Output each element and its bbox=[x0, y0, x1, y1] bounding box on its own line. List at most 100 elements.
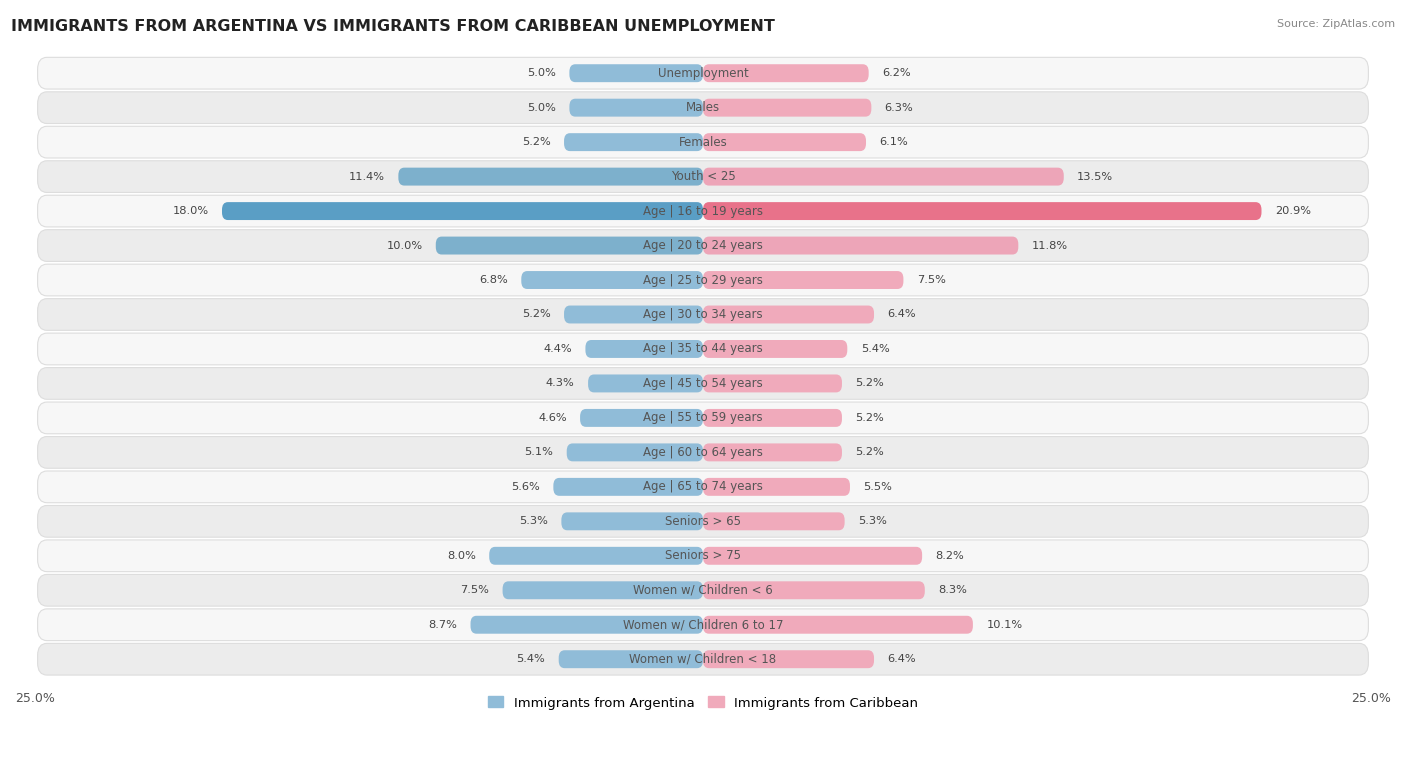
FancyBboxPatch shape bbox=[703, 202, 1261, 220]
FancyBboxPatch shape bbox=[703, 547, 922, 565]
Text: 5.6%: 5.6% bbox=[512, 482, 540, 492]
Text: 5.4%: 5.4% bbox=[860, 344, 890, 354]
FancyBboxPatch shape bbox=[567, 444, 703, 461]
Text: 5.3%: 5.3% bbox=[519, 516, 548, 526]
FancyBboxPatch shape bbox=[588, 375, 703, 392]
FancyBboxPatch shape bbox=[703, 650, 875, 668]
FancyBboxPatch shape bbox=[38, 58, 1368, 89]
FancyBboxPatch shape bbox=[703, 133, 866, 151]
FancyBboxPatch shape bbox=[38, 609, 1368, 640]
Text: Females: Females bbox=[679, 136, 727, 148]
Text: Age | 65 to 74 years: Age | 65 to 74 years bbox=[643, 481, 763, 494]
FancyBboxPatch shape bbox=[38, 368, 1368, 399]
FancyBboxPatch shape bbox=[703, 64, 869, 83]
FancyBboxPatch shape bbox=[38, 506, 1368, 537]
Text: Youth < 25: Youth < 25 bbox=[671, 170, 735, 183]
Text: Seniors > 65: Seniors > 65 bbox=[665, 515, 741, 528]
Text: 5.1%: 5.1% bbox=[524, 447, 554, 457]
Text: IMMIGRANTS FROM ARGENTINA VS IMMIGRANTS FROM CARIBBEAN UNEMPLOYMENT: IMMIGRANTS FROM ARGENTINA VS IMMIGRANTS … bbox=[11, 19, 775, 34]
Text: 6.3%: 6.3% bbox=[884, 103, 914, 113]
Text: 6.4%: 6.4% bbox=[887, 310, 917, 319]
Text: Age | 45 to 54 years: Age | 45 to 54 years bbox=[643, 377, 763, 390]
FancyBboxPatch shape bbox=[569, 98, 703, 117]
Text: 6.8%: 6.8% bbox=[479, 275, 508, 285]
Text: 6.4%: 6.4% bbox=[887, 654, 917, 664]
FancyBboxPatch shape bbox=[471, 615, 703, 634]
Text: 10.1%: 10.1% bbox=[986, 620, 1022, 630]
FancyBboxPatch shape bbox=[38, 229, 1368, 261]
Text: Age | 20 to 24 years: Age | 20 to 24 years bbox=[643, 239, 763, 252]
FancyBboxPatch shape bbox=[38, 333, 1368, 365]
FancyBboxPatch shape bbox=[703, 375, 842, 392]
Text: 5.4%: 5.4% bbox=[516, 654, 546, 664]
Text: 13.5%: 13.5% bbox=[1077, 172, 1114, 182]
Text: 7.5%: 7.5% bbox=[460, 585, 489, 595]
Text: 4.6%: 4.6% bbox=[538, 413, 567, 423]
FancyBboxPatch shape bbox=[703, 478, 851, 496]
Text: Women w/ Children < 18: Women w/ Children < 18 bbox=[630, 653, 776, 665]
Legend: Immigrants from Argentina, Immigrants from Caribbean: Immigrants from Argentina, Immigrants fr… bbox=[482, 691, 924, 715]
Text: 5.0%: 5.0% bbox=[527, 103, 555, 113]
Text: 7.5%: 7.5% bbox=[917, 275, 946, 285]
Text: 5.2%: 5.2% bbox=[522, 137, 551, 147]
Text: 4.4%: 4.4% bbox=[544, 344, 572, 354]
FancyBboxPatch shape bbox=[222, 202, 703, 220]
FancyBboxPatch shape bbox=[38, 402, 1368, 434]
Text: 11.8%: 11.8% bbox=[1032, 241, 1067, 251]
FancyBboxPatch shape bbox=[38, 126, 1368, 158]
Text: Age | 25 to 29 years: Age | 25 to 29 years bbox=[643, 273, 763, 287]
Text: 5.2%: 5.2% bbox=[855, 413, 884, 423]
Text: Males: Males bbox=[686, 101, 720, 114]
Text: 8.2%: 8.2% bbox=[935, 551, 965, 561]
FancyBboxPatch shape bbox=[38, 160, 1368, 192]
FancyBboxPatch shape bbox=[38, 437, 1368, 469]
Text: Age | 16 to 19 years: Age | 16 to 19 years bbox=[643, 204, 763, 217]
FancyBboxPatch shape bbox=[522, 271, 703, 289]
FancyBboxPatch shape bbox=[581, 409, 703, 427]
FancyBboxPatch shape bbox=[703, 444, 842, 461]
Text: 4.3%: 4.3% bbox=[546, 378, 575, 388]
FancyBboxPatch shape bbox=[585, 340, 703, 358]
FancyBboxPatch shape bbox=[38, 299, 1368, 330]
Text: Source: ZipAtlas.com: Source: ZipAtlas.com bbox=[1277, 19, 1395, 29]
FancyBboxPatch shape bbox=[436, 237, 703, 254]
FancyBboxPatch shape bbox=[502, 581, 703, 600]
Text: 10.0%: 10.0% bbox=[387, 241, 422, 251]
FancyBboxPatch shape bbox=[703, 306, 875, 323]
FancyBboxPatch shape bbox=[703, 271, 904, 289]
Text: Age | 55 to 59 years: Age | 55 to 59 years bbox=[643, 411, 763, 425]
Text: 20.9%: 20.9% bbox=[1275, 206, 1310, 216]
FancyBboxPatch shape bbox=[38, 575, 1368, 606]
FancyBboxPatch shape bbox=[38, 264, 1368, 296]
Text: 11.4%: 11.4% bbox=[349, 172, 385, 182]
Text: 5.5%: 5.5% bbox=[863, 482, 893, 492]
Text: 5.3%: 5.3% bbox=[858, 516, 887, 526]
Text: Seniors > 75: Seniors > 75 bbox=[665, 550, 741, 562]
Text: 6.2%: 6.2% bbox=[882, 68, 911, 78]
FancyBboxPatch shape bbox=[554, 478, 703, 496]
Text: 6.1%: 6.1% bbox=[879, 137, 908, 147]
FancyBboxPatch shape bbox=[398, 167, 703, 185]
Text: 8.0%: 8.0% bbox=[447, 551, 475, 561]
FancyBboxPatch shape bbox=[38, 195, 1368, 227]
FancyBboxPatch shape bbox=[38, 92, 1368, 123]
Text: 18.0%: 18.0% bbox=[173, 206, 208, 216]
FancyBboxPatch shape bbox=[558, 650, 703, 668]
FancyBboxPatch shape bbox=[703, 98, 872, 117]
FancyBboxPatch shape bbox=[569, 64, 703, 83]
FancyBboxPatch shape bbox=[38, 540, 1368, 572]
FancyBboxPatch shape bbox=[703, 512, 845, 531]
FancyBboxPatch shape bbox=[564, 133, 703, 151]
Text: Women w/ Children < 6: Women w/ Children < 6 bbox=[633, 584, 773, 597]
FancyBboxPatch shape bbox=[489, 547, 703, 565]
FancyBboxPatch shape bbox=[703, 237, 1018, 254]
Text: 5.2%: 5.2% bbox=[522, 310, 551, 319]
FancyBboxPatch shape bbox=[703, 409, 842, 427]
Text: Age | 35 to 44 years: Age | 35 to 44 years bbox=[643, 342, 763, 356]
Text: 8.3%: 8.3% bbox=[938, 585, 967, 595]
Text: Age | 60 to 64 years: Age | 60 to 64 years bbox=[643, 446, 763, 459]
Text: Age | 30 to 34 years: Age | 30 to 34 years bbox=[643, 308, 763, 321]
FancyBboxPatch shape bbox=[703, 581, 925, 600]
FancyBboxPatch shape bbox=[703, 340, 848, 358]
FancyBboxPatch shape bbox=[38, 643, 1368, 675]
